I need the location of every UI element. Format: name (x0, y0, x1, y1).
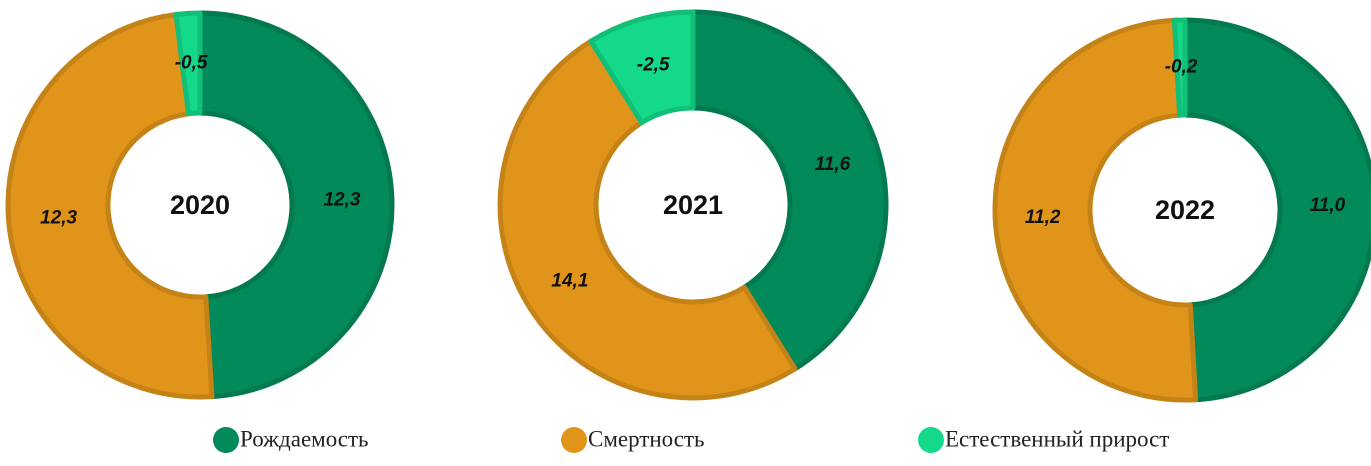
data-label: 11,2 (1025, 207, 1061, 228)
chart-title: 2021 (663, 190, 723, 220)
chart-title: 2020 (170, 190, 230, 220)
data-label: -0,2 (1165, 57, 1198, 78)
chart-title: 2022 (1155, 195, 1215, 225)
data-label: 12,3 (323, 190, 360, 211)
legend-swatch (213, 427, 239, 453)
data-label: 11,0 (1310, 195, 1346, 216)
legend-label: Рождаемость (240, 426, 369, 451)
legend-swatch (918, 427, 944, 453)
legend-label: Естественный прирост (945, 426, 1169, 451)
data-label: -0,5 (175, 52, 208, 73)
legend-swatch (561, 427, 587, 453)
data-label: 11,6 (815, 154, 851, 175)
slice (1182, 17, 1371, 403)
data-label: -2,5 (637, 55, 670, 76)
slice (588, 9, 696, 126)
legend-label: Смертность (588, 426, 704, 451)
slice (690, 9, 889, 372)
slice (1171, 17, 1188, 118)
data-label: 14,1 (551, 271, 588, 292)
slice (197, 10, 395, 400)
slice (497, 38, 798, 401)
slice (173, 10, 203, 117)
slice (5, 12, 215, 400)
slice (992, 17, 1199, 403)
data-label: 12,3 (40, 207, 77, 228)
